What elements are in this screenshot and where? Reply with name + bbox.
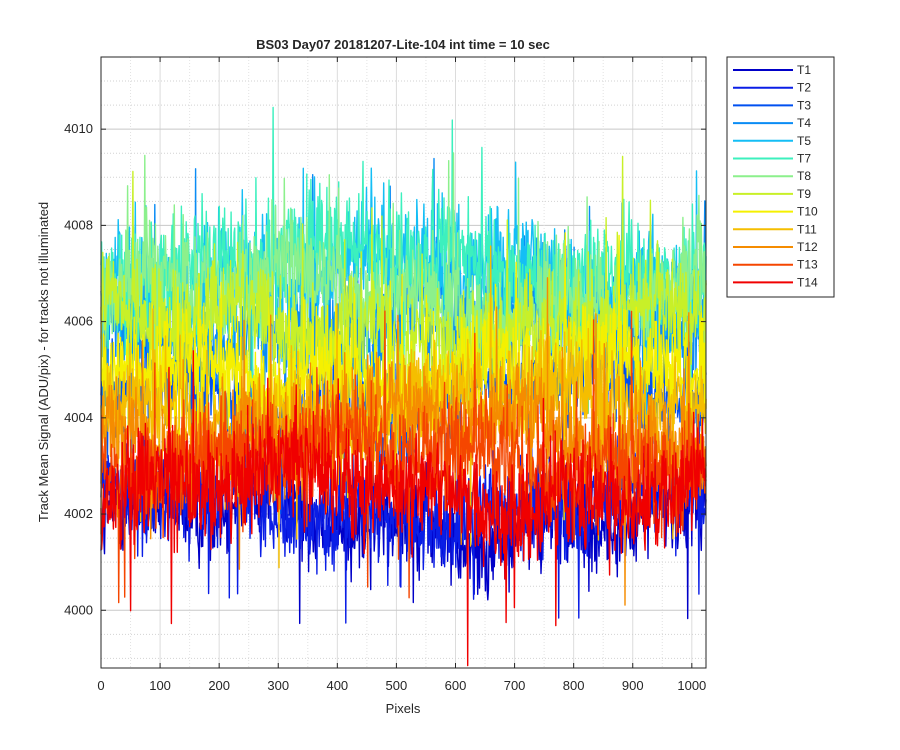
legend-label-t11: T11 — [797, 222, 817, 236]
legend-label-t4: T4 — [797, 116, 811, 130]
y-tick-label: 4008 — [64, 217, 93, 232]
x-tick-label: 400 — [326, 678, 348, 693]
x-tick-label: 700 — [504, 678, 526, 693]
x-axis-label: Pixels — [386, 701, 421, 716]
legend-label-t13: T13 — [797, 258, 818, 272]
legend-label-t2: T2 — [797, 81, 811, 95]
x-tick-label: 300 — [267, 678, 289, 693]
axis-ticks: 0 100 200 300 400 500 600 700 800 900 1000 4000 4002… — [64, 57, 706, 693]
legend-label-t8: T8 — [797, 169, 811, 183]
legend-label-t3: T3 — [797, 98, 811, 112]
x-tick-label: 800 — [563, 678, 585, 693]
x-tick-label: 900 — [622, 678, 644, 693]
x-tick-label: 100 — [149, 678, 171, 693]
y-tick-label: 4002 — [64, 506, 93, 521]
x-tick-label: 1000 — [677, 678, 706, 693]
legend-label-t9: T9 — [797, 187, 811, 201]
legend-label-t14: T14 — [797, 275, 818, 289]
legend-label-t5: T5 — [797, 134, 811, 148]
x-tick-label: 600 — [445, 678, 467, 693]
axes-box — [100, 56, 707, 669]
series-line-t13 — [100, 310, 707, 604]
x-tick-label: 0 — [97, 678, 104, 693]
series-lines — [100, 106, 707, 667]
series-line-t7 — [100, 106, 707, 438]
legend-label-t7: T7 — [797, 152, 811, 166]
y-tick-label: 4010 — [64, 121, 93, 136]
x-tick-label: 200 — [208, 678, 230, 693]
y-tick-label: 4004 — [64, 410, 93, 425]
legend-label-t1: T1 — [797, 63, 811, 77]
legend-label-t12: T12 — [797, 240, 818, 254]
legend: T1 T2 T3 T4 T5 T7 T8 T9 T10 T11 T12 T13 T14 — [726, 56, 835, 298]
legend-label-t10: T10 — [797, 205, 818, 219]
chart-title: BS03 Day07 20181207-Lite-104 int time = … — [256, 37, 550, 52]
series-line-t14 — [100, 350, 707, 667]
x-tick-label: 500 — [386, 678, 408, 693]
y-tick-label: 4000 — [64, 602, 93, 617]
y-axis-label: Track Mean Signal (ADU/pix) - for tracks… — [36, 202, 51, 522]
y-tick-label: 4006 — [64, 314, 93, 329]
